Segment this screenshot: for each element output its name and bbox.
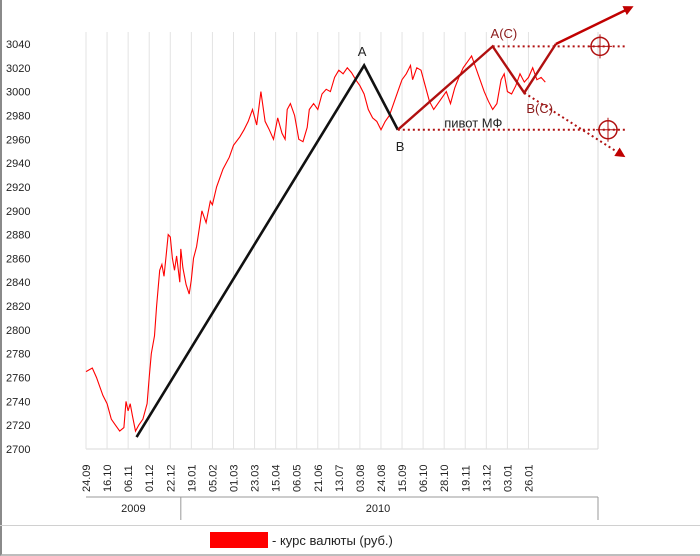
x-tick-label: 19.01 (186, 464, 198, 492)
year-label: 2010 (366, 503, 390, 515)
y-tick-label: 2840 (6, 277, 30, 289)
x-tick-label: 19.11 (460, 465, 472, 492)
y-tick-label: 2860 (6, 253, 30, 265)
y-tick-label: 2880 (6, 230, 30, 242)
x-tick-label: 13.12 (481, 464, 493, 492)
x-tick-label: 16.10 (102, 464, 114, 492)
x-tick-label: 06.11 (123, 465, 135, 492)
wave-red-line (397, 43, 557, 131)
y-tick-label: 2800 (6, 325, 30, 337)
y-tick-label: 2780 (6, 349, 30, 361)
x-tick-label: 26.01 (523, 464, 535, 492)
footer-divider (0, 525, 700, 526)
x-tick-label: 24.09 (81, 464, 93, 492)
x-tick-label: 13.07 (334, 464, 346, 492)
y-tick-label: 2760 (6, 373, 30, 385)
up-arrow (555, 6, 634, 46)
x-tick-label: 03.08 (355, 464, 367, 492)
x-tick-label: 01.12 (144, 464, 156, 492)
wave-label: A(C) (491, 26, 518, 41)
wave-black-line (135, 62, 399, 438)
year-label: 2009 (121, 503, 145, 515)
x-tick-label: 21.06 (313, 464, 325, 492)
x-tick-label: 06.05 (292, 464, 304, 492)
y-tick-label: 2980 (6, 110, 30, 122)
y-tick-label: 2920 (6, 182, 30, 194)
y-tick-label: 2940 (6, 158, 30, 170)
y-tick-label: 3040 (6, 39, 30, 51)
x-tick-label: 15.09 (397, 464, 409, 492)
legend-swatch (210, 532, 268, 548)
wave-label: A (358, 44, 367, 59)
y-tick-label: 2740 (6, 396, 30, 408)
x-tick-label: 06.10 (418, 464, 430, 492)
y-tick-label: 2720 (6, 420, 30, 432)
y-tick-label: 3000 (6, 87, 30, 99)
x-tick-label: 23.03 (250, 464, 262, 492)
series-line (85, 54, 546, 433)
y-tick-label: 2900 (6, 206, 30, 218)
down-dotted-arrow (523, 91, 626, 158)
x-tick-label: 03.01 (502, 464, 514, 492)
x-tick-label: 15.04 (271, 464, 283, 492)
y-tick-label: 2820 (6, 301, 30, 313)
x-tick-label: 05.02 (207, 464, 219, 492)
y-tick-label: 2960 (6, 134, 30, 146)
legend-label: - курс валюты (руб.) (272, 532, 393, 548)
x-tick-label: 01.03 (228, 464, 240, 492)
legend: - курс валюты (руб.) (210, 530, 393, 550)
wave-label: B (396, 139, 405, 154)
y-tick-label: 2700 (6, 444, 30, 456)
y-tick-label: 3020 (6, 63, 30, 75)
wave-label: пивот МФ (444, 115, 502, 130)
x-tick-label: 28.10 (439, 464, 451, 492)
x-tick-label: 24.08 (376, 464, 388, 492)
x-tick-label: 22.12 (165, 464, 177, 492)
wave-label: B(C) (526, 101, 553, 116)
